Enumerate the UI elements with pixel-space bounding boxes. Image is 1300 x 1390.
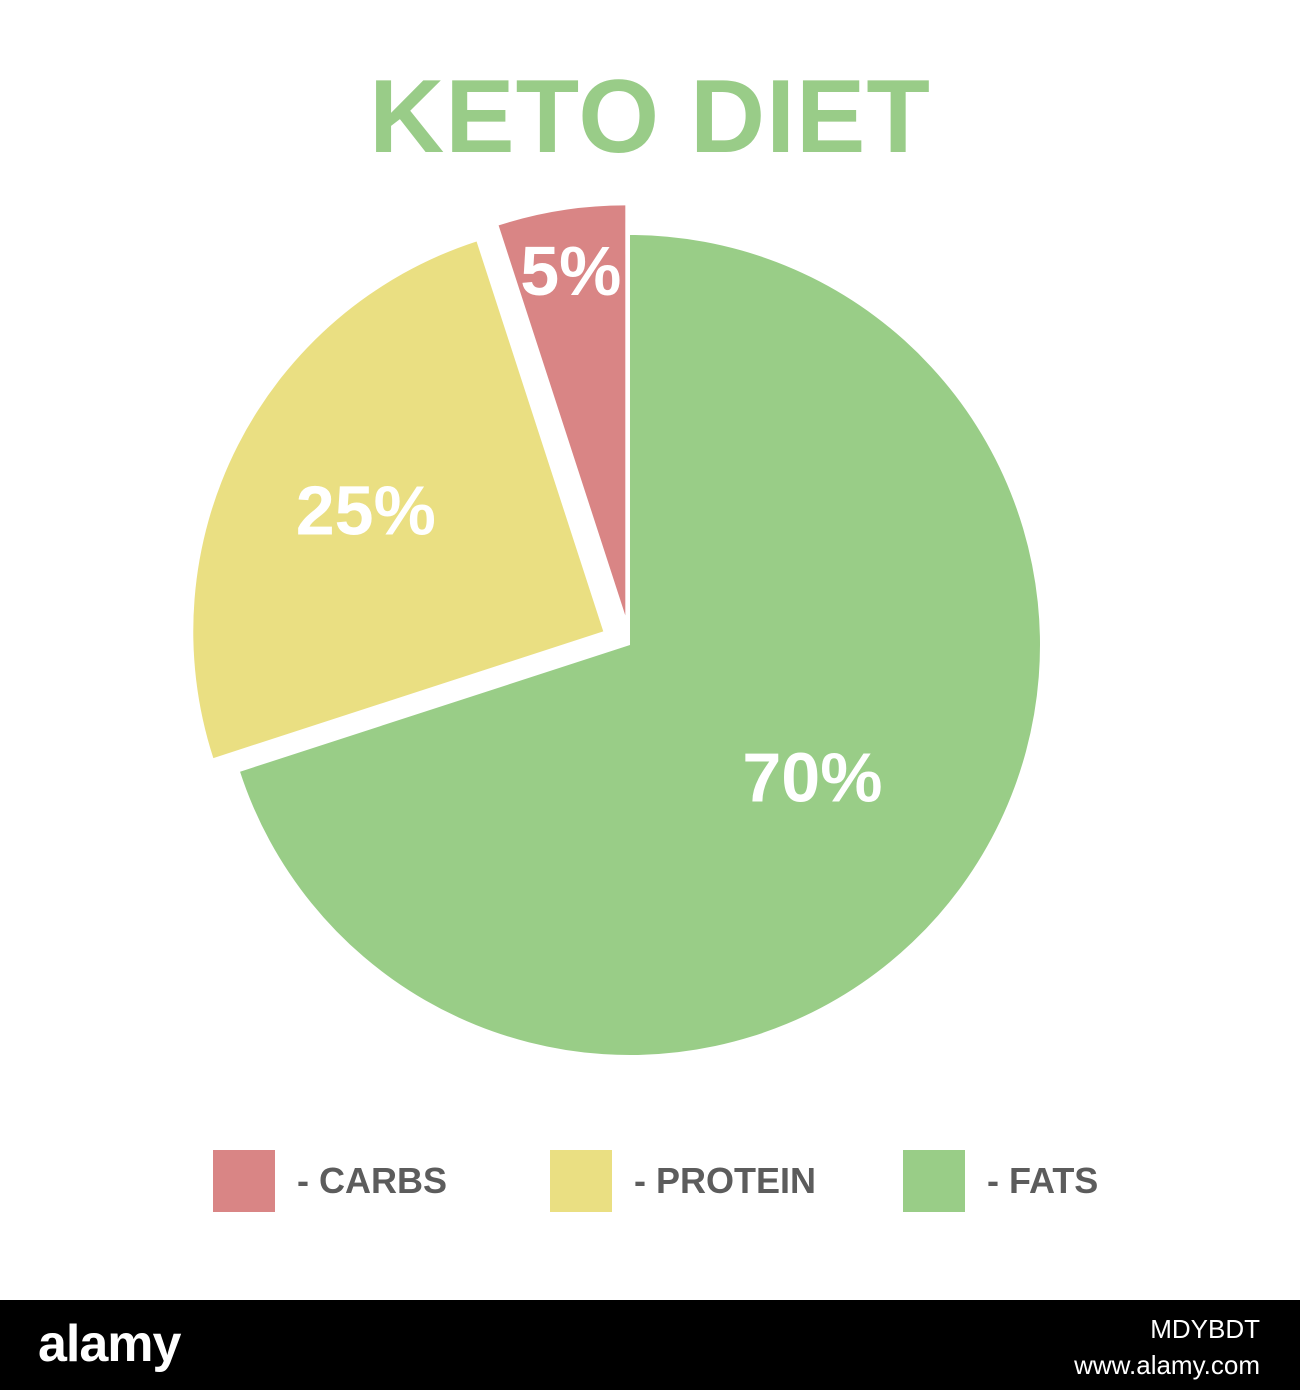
legend-label-fats: - FATS [987, 1160, 1099, 1201]
data-label-carbs: 5% [520, 232, 621, 310]
legend-swatch-fats [903, 1150, 965, 1212]
pie-slice-protein [193, 241, 604, 759]
legend-swatch-carbs [213, 1150, 275, 1212]
legend-label-protein: - PROTEIN [634, 1160, 817, 1201]
legend-swatch-protein [550, 1150, 612, 1212]
pie-chart: 70% 25% 5% [193, 205, 1040, 1055]
image-id: MDYBDT [1150, 1314, 1260, 1344]
watermark-url: www.alamy.com [1074, 1350, 1260, 1380]
data-label-protein: 25% [296, 471, 436, 549]
watermark-footer: alamy MDYBDT www.alamy.com [0, 1300, 1300, 1390]
pie-slice-labels: 70% 25% 5% [296, 232, 883, 816]
pie-slice-fats [240, 235, 1040, 1055]
legend-label-carbs: - CARBS [297, 1160, 447, 1201]
legend-item-protein: - PROTEIN [550, 1150, 816, 1212]
legend-item-carbs: - CARBS [213, 1150, 447, 1212]
pie-slices [193, 205, 1040, 1055]
watermark-logo: alamy [38, 1315, 181, 1373]
legend-item-fats: - FATS [903, 1150, 1098, 1212]
chart-title: KETO DIET [369, 59, 931, 175]
pie-slice-carbs [498, 205, 626, 616]
data-label-fats: 70% [742, 739, 882, 817]
